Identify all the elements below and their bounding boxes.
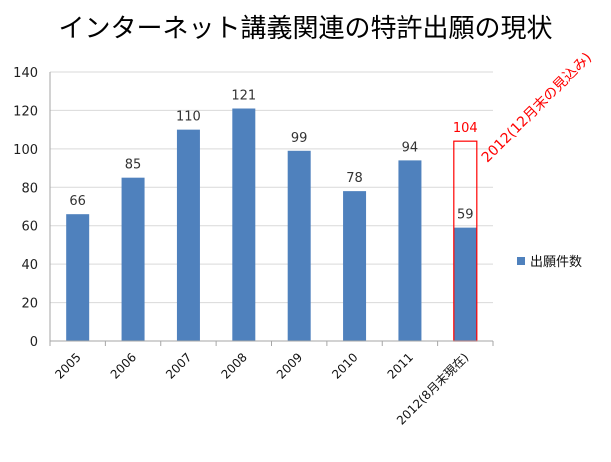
legend-label: 出願件数 xyxy=(530,255,582,270)
gridlines xyxy=(50,71,493,304)
x-tick-label: 2010 xyxy=(329,350,360,381)
y-tick-label: 40 xyxy=(21,258,38,273)
y-axis-ticks: 0 20 40 60 80 100 120 140 xyxy=(13,66,38,350)
x-axis xyxy=(49,72,494,346)
bar xyxy=(176,129,200,341)
bar xyxy=(66,214,90,341)
bar xyxy=(398,160,422,341)
forecast-annotation-label: 2012(12月末の見込み) xyxy=(479,50,595,166)
data-label: 99 xyxy=(291,131,308,146)
forecast-value-label: 104 xyxy=(453,121,478,136)
x-tick-label: 2005 xyxy=(52,350,83,381)
data-label: 94 xyxy=(402,140,419,155)
x-tick-label: 2011 xyxy=(385,350,416,381)
bar xyxy=(343,191,367,341)
data-label: 85 xyxy=(125,158,142,173)
legend-swatch xyxy=(517,257,525,265)
y-tick-label: 80 xyxy=(21,181,38,196)
y-tick-label: 120 xyxy=(13,104,38,119)
y-tick-label: 0 xyxy=(30,335,38,350)
bar xyxy=(453,227,477,341)
y-tick-label: 60 xyxy=(21,220,38,235)
x-tick-label: 2008 xyxy=(218,350,249,381)
legend: 出願件数 xyxy=(517,255,582,270)
y-tick-label: 100 xyxy=(13,143,38,158)
bar xyxy=(287,150,311,341)
data-label: 59 xyxy=(457,208,474,223)
data-label: 110 xyxy=(176,110,201,125)
bar xyxy=(121,177,145,341)
data-labels: 66 85 110 121 99 78 94 59 xyxy=(69,89,473,223)
data-label: 66 xyxy=(69,194,86,209)
x-tick-label: 2006 xyxy=(108,350,139,381)
chart-title: インターネット講義関連の特許出願の現状 xyxy=(58,14,553,44)
bar xyxy=(232,108,256,341)
bars xyxy=(66,108,477,341)
data-label: 121 xyxy=(231,89,256,104)
x-tick-label: 2009 xyxy=(274,350,305,381)
data-label: 78 xyxy=(346,171,363,186)
y-tick-label: 20 xyxy=(21,297,38,312)
y-tick-label: 140 xyxy=(13,66,38,81)
x-tick-label: 2007 xyxy=(163,350,194,381)
